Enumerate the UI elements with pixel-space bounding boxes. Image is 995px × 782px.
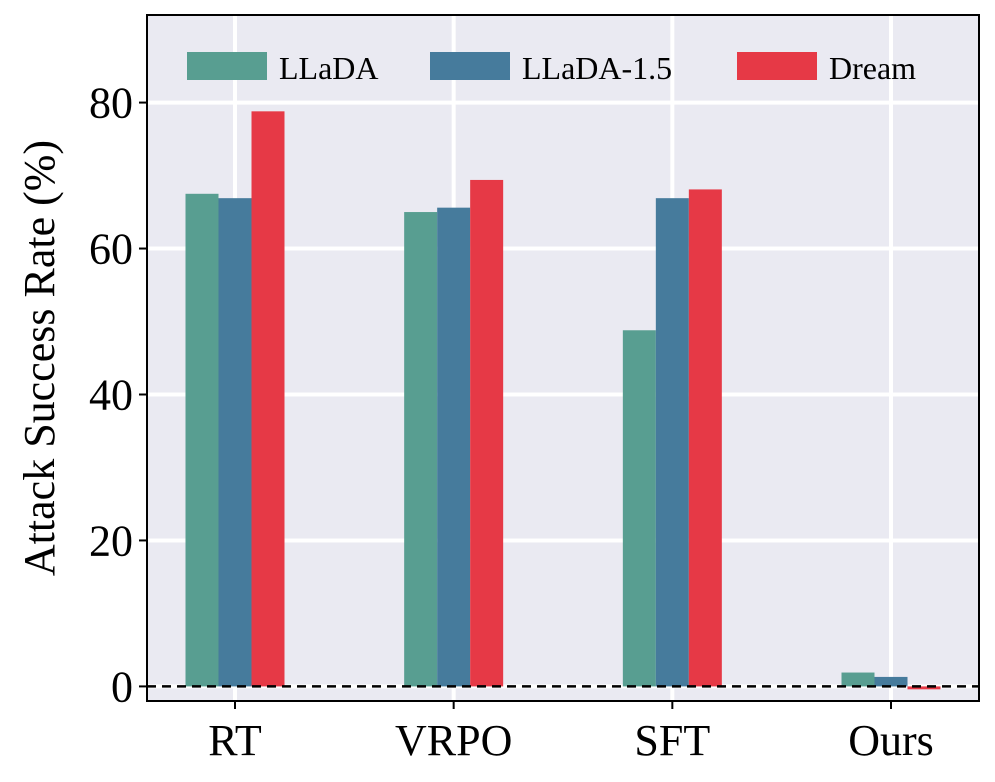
legend: LLaDA LLaDA-1.5 Dream: [187, 50, 916, 86]
bar-llada-ours: [841, 672, 875, 687]
legend-label: LLaDA: [279, 50, 379, 86]
x-tick-label: SFT: [634, 716, 710, 765]
bar-llada-1-5-sft: [655, 198, 689, 687]
bar-dream-vrpo: [470, 179, 504, 687]
x-tick-label: RT: [208, 716, 262, 765]
y-tick-label: 40: [89, 370, 133, 419]
bar-dream-ours: [907, 686, 941, 690]
y-tick-label: 0: [111, 662, 133, 711]
legend-label: LLaDA-1.5: [522, 50, 672, 86]
x-tick-label: VRPO: [395, 716, 512, 765]
y-axis: 0 20 40 60 80: [89, 79, 147, 711]
bar-llada-vrpo: [404, 212, 438, 687]
bar-llada-1-5-ours: [874, 676, 908, 687]
legend-swatch: [430, 52, 510, 80]
plot-frame: [146, 14, 980, 702]
y-tick-label: 20: [89, 516, 133, 565]
bar-dream-rt: [251, 111, 285, 687]
legend-label: Dream: [829, 50, 916, 86]
legend-swatch: [187, 52, 267, 80]
bar-llada-rt: [185, 193, 219, 687]
bar-llada-sft: [622, 330, 656, 687]
y-axis-label: Attack Success Rate (%): [15, 140, 64, 576]
y-tick-label: 60: [89, 225, 133, 274]
legend-swatch: [737, 52, 817, 80]
bars: [185, 111, 941, 690]
plot-area: [147, 15, 979, 701]
bar-llada-1-5-vrpo: [437, 207, 471, 687]
y-tick-label: 80: [89, 79, 133, 128]
x-tick-label: Ours: [848, 716, 934, 765]
bar-llada-1-5-rt: [218, 198, 252, 687]
x-axis: RT VRPO SFT Ours: [208, 701, 934, 765]
bar-dream-sft: [688, 189, 722, 687]
